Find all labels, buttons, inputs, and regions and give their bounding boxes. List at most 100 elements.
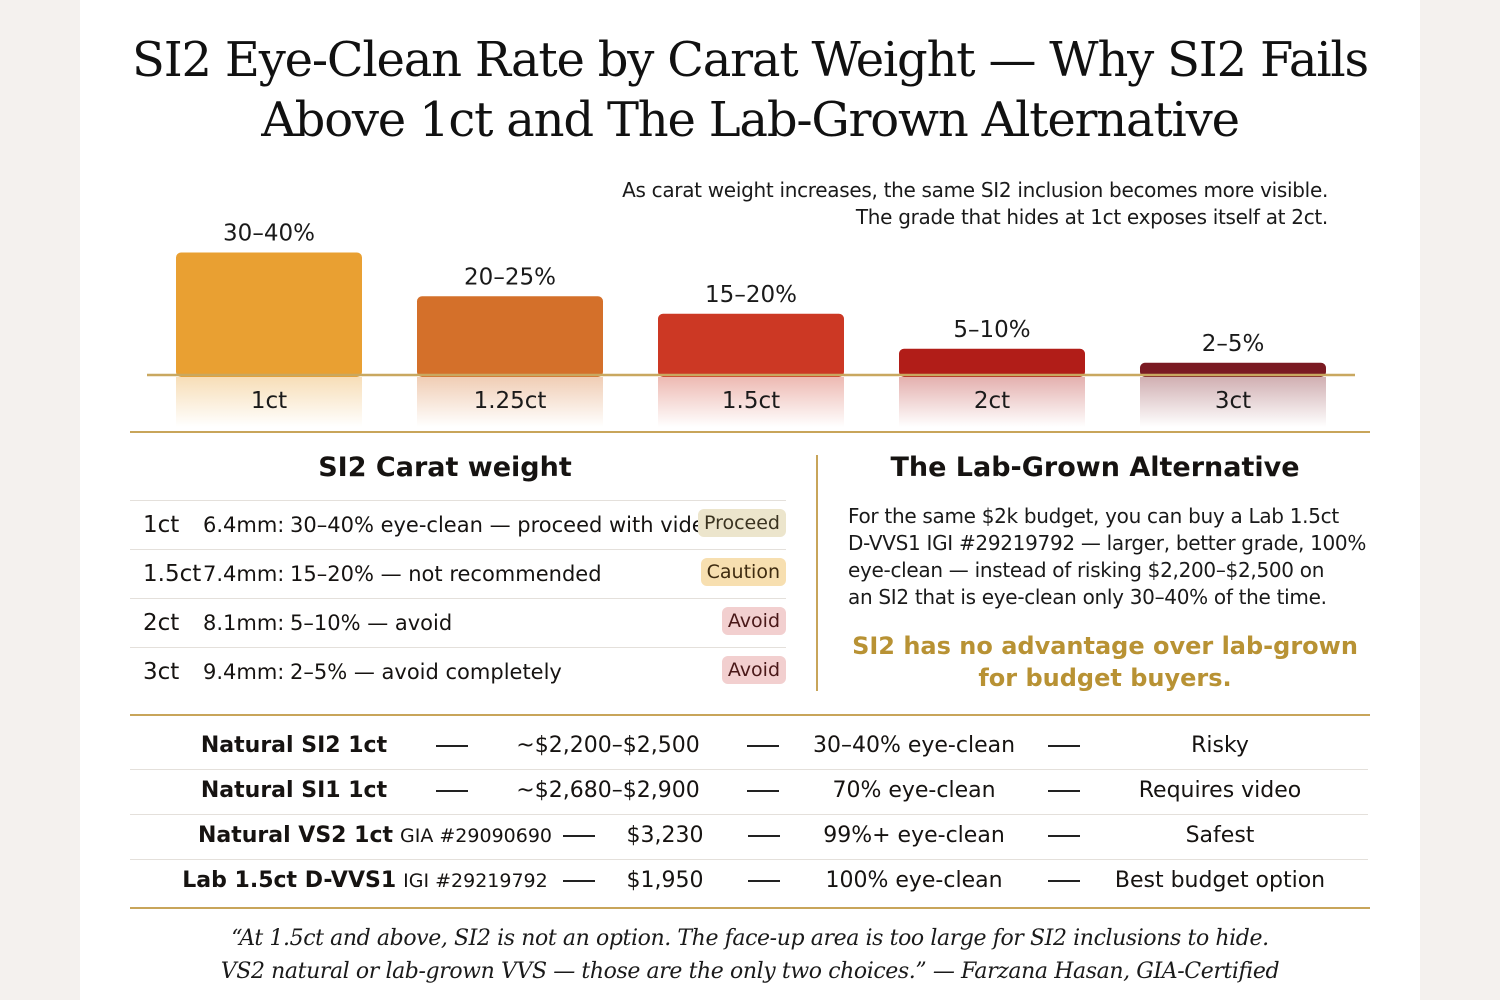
lab-note-line: SI2 has no advantage over lab-grown — [852, 632, 1358, 660]
comparison-label-text: Natural SI1 1ct — [200, 778, 388, 803]
divider-middle — [130, 714, 1370, 716]
comparison-label: Natural SI1 1ct — [201, 778, 387, 803]
category-label: 2ct — [974, 388, 1010, 414]
grade-carat: 1.5ct — [143, 561, 202, 587]
column-divider — [816, 455, 818, 691]
lab-body-line: eye-clean — instead of risking $2,200–$2… — [848, 558, 1325, 582]
dash-separator — [1048, 880, 1080, 882]
grade-desc: 5–10% — avoid — [290, 611, 453, 635]
chart-subtitle-line-2: The grade that hides at 1ct exposes itse… — [855, 205, 1328, 229]
grade-desc: 30–40% eye-clean — proceed with video — [290, 513, 718, 537]
comparison-cert: IGI #29219792 — [403, 870, 548, 892]
comparison-cert: GIA #29090690 — [400, 825, 553, 847]
bar-value-label: 5–10% — [953, 317, 1030, 343]
chart-subtitle: As carat weight increases, the same SI2 … — [622, 177, 1328, 231]
bar-1.5ct — [658, 313, 844, 377]
comparison-price: ~$2,680–$2,900 — [516, 778, 700, 803]
bar-1ct — [176, 252, 362, 377]
bar-value-label: 20–25% — [464, 264, 556, 290]
status-badge-proceed: Proceed — [697, 509, 786, 537]
comparison-verdict: Requires video — [1138, 778, 1302, 803]
title-line-2: Above 1ct and The Lab-Grown Alternative — [261, 92, 1240, 148]
dash-separator — [563, 835, 595, 837]
lab-alternative-body: For the same $2k budget, you can buy a L… — [848, 503, 1366, 611]
dash-separator — [747, 790, 779, 792]
grade-mm: 7.4mm: — [203, 562, 285, 586]
bar-value-label: 15–20% — [705, 282, 797, 308]
grade-carat: 2ct — [143, 610, 180, 636]
status-badge-avoid: Avoid — [721, 656, 786, 684]
grade-row: 1ct 6.4mm: 30–40% eye-clean — proceed wi… — [130, 500, 786, 549]
comparison-verdict: Best budget option — [1114, 868, 1326, 893]
bar-reflection — [1140, 377, 1326, 427]
bar-2ct — [899, 348, 1085, 377]
grade-mm: 9.4mm: — [203, 660, 285, 684]
status-badge-avoid: Avoid — [721, 607, 786, 635]
grade-mm: 6.4mm: — [203, 513, 285, 537]
dash-separator — [748, 835, 780, 837]
comparison-label: Natural VS2 1ct GIA #29090690 — [198, 823, 552, 848]
comparison-price: $3,230 — [626, 823, 704, 848]
comparison-price: $1,950 — [626, 868, 704, 893]
divider-bottom — [130, 907, 1370, 909]
lab-alternative-note: SI2 has no advantage over lab-grown for … — [830, 630, 1380, 694]
comparison-row: Lab 1.5ct D-VVS1 IGI #29219792 $1,950 10… — [130, 859, 1368, 904]
bar-reflection — [176, 377, 362, 427]
comparison-label-text: Natural SI2 1ct — [200, 733, 388, 758]
comparison-row: Natural VS2 1ct GIA #29090690 $3,230 99%… — [130, 814, 1368, 860]
category-label: 3ct — [1215, 388, 1251, 414]
comparison-row: Natural SI1 1ct ~$2,680–$2,900 70% eye-c… — [130, 769, 1368, 815]
grade-carat: 1ct — [143, 512, 180, 538]
grade-table-title: SI2 Carat weight — [318, 452, 572, 483]
lab-note-line: for budget buyers. — [978, 664, 1232, 692]
bar-chart: 30–40% 1ct 20–25% 1.25ct 15–20% 1.5ct 5–10% 2ct… — [147, 221, 1355, 427]
grade-carat: 3ct — [143, 659, 180, 685]
category-label: 1ct — [251, 388, 287, 414]
dash-separator — [436, 790, 468, 792]
expert-quote: “At 1.5ct and above, SI2 is not an optio… — [80, 922, 1420, 988]
grade-row: 2ct 8.1mm: 5–10% — avoid Avoid — [130, 598, 786, 647]
page-title: SI2 Eye-Clean Rate by Carat Weight — Why… — [80, 30, 1420, 150]
dash-separator — [1048, 745, 1080, 747]
category-label: 1.25ct — [474, 388, 547, 414]
comparison-eye-clean: 70% eye-clean — [832, 778, 996, 803]
comparison-eye-clean: 99%+ eye-clean — [823, 823, 1005, 848]
grade-row: 1.5ct 7.4mm: 15–20% — not recommended Ca… — [130, 549, 786, 598]
comparison-label-text: Natural VS2 1ct — [197, 823, 394, 848]
grade-desc: 2–5% — avoid completely — [290, 660, 562, 684]
comparison-eye-clean: 30–40% eye-clean — [812, 733, 1016, 758]
comparison-label: Natural SI2 1ct — [201, 733, 387, 758]
grade-row: 3ct 9.4mm: 2–5% — avoid completely Avoid — [130, 647, 786, 696]
grade-desc: 15–20% — not recommended — [290, 562, 602, 586]
dash-separator — [1048, 835, 1080, 837]
quote-line-2: VS2 natural or lab-grown VVS — those are… — [220, 959, 1280, 984]
dash-separator — [747, 745, 779, 747]
quote-line-1: “At 1.5ct and above, SI2 is not an optio… — [231, 926, 1269, 951]
comparison-label: Lab 1.5ct D-VVS1 IGI #29219792 — [182, 868, 547, 893]
title-line-1: SI2 Eye-Clean Rate by Carat Weight — Why… — [132, 32, 1369, 88]
comparison-verdict: Safest — [1185, 823, 1255, 848]
dash-separator — [436, 745, 468, 747]
bar-value-label: 30–40% — [223, 221, 315, 247]
category-label: 1.5ct — [722, 388, 780, 414]
bar-reflection — [417, 377, 603, 427]
bar-1.25ct — [417, 296, 603, 377]
divider-top — [130, 431, 1370, 433]
bar-3ct — [1140, 362, 1326, 377]
chart-subtitle-line-1: As carat weight increases, the same SI2 … — [622, 178, 1328, 202]
lab-body-line: For the same $2k budget, you can buy a L… — [848, 504, 1339, 528]
comparison-row: Natural SI2 1ct ~$2,200–$2,500 30–40% ey… — [130, 724, 1368, 770]
dash-separator — [563, 880, 595, 882]
comparison-price: ~$2,200–$2,500 — [516, 733, 700, 758]
lab-alternative-title: The Lab-Grown Alternative — [890, 452, 1300, 483]
bar-reflection — [899, 377, 1085, 427]
dash-separator — [1048, 790, 1080, 792]
lab-body-line: D-VVS1 IGI #29219792 — larger, better gr… — [848, 531, 1367, 555]
dash-separator — [748, 880, 780, 882]
comparison-label-text: Lab 1.5ct D-VVS1 — [182, 868, 397, 893]
comparison-verdict: Risky — [1191, 733, 1249, 758]
comparison-eye-clean: 100% eye-clean — [825, 868, 1003, 893]
bar-value-label: 2–5% — [1202, 331, 1265, 357]
grade-mm: 8.1mm: — [203, 611, 285, 635]
lab-body-line: an SI2 that is eye-clean only 30–40% of … — [848, 585, 1327, 609]
